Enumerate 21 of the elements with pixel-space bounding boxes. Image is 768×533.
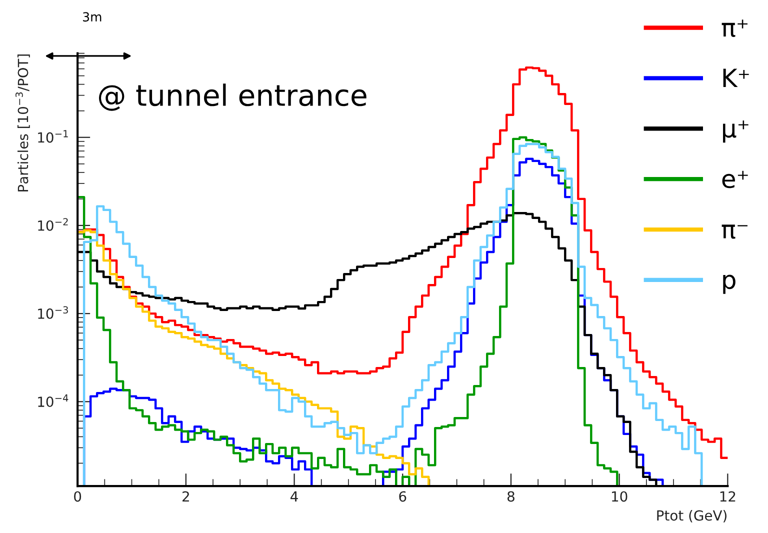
annotation: @ tunnel entrance [98, 84, 366, 111]
x-tick-label: 6 [399, 491, 406, 502]
y-tick-label: 10$^{−1}$ [38, 130, 68, 143]
x-tick-label: 8 [508, 491, 514, 502]
x-axis-title: Ptot (GeV) [657, 510, 726, 522]
legend-label: K⁺ [723, 68, 749, 87]
y-tick-label: 10$^{−4}$ [38, 394, 68, 408]
legend-label: e⁺ [722, 170, 748, 188]
x-tick-label: 2 [182, 491, 189, 502]
legend-label: p [723, 274, 736, 294]
x-tick-label: 4 [290, 491, 298, 502]
x-tick-label: 0 [74, 491, 82, 502]
legend-label: π⁻ [722, 224, 748, 239]
text: 3m [83, 12, 102, 22]
legend-label: μ⁺ [723, 120, 748, 143]
legend-label: π⁺ [722, 20, 748, 37]
x-tick-label: 10 [612, 491, 628, 502]
x-tick-label: 12 [720, 491, 736, 502]
y-tick-label: 10$^{−3}$ [38, 306, 68, 319]
y-tick-label: 10$^{−2}$ [38, 218, 68, 231]
y-axis-title: Particles [10$^{−3}$/POT] [16, 54, 30, 192]
